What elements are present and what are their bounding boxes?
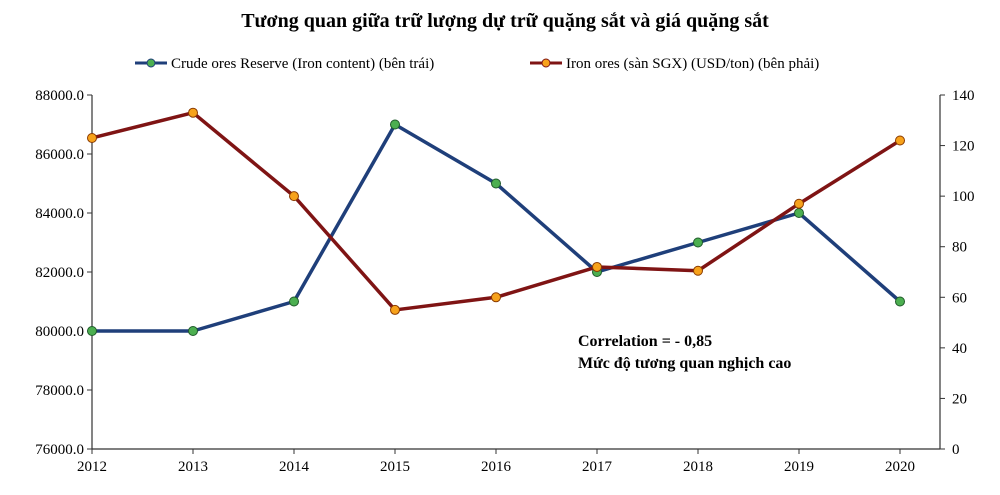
series-2-point: [289, 191, 299, 202]
legend: Crude ores Reserve (Iron content) (bên t…: [135, 56, 819, 72]
x-tick-label: 2017: [582, 459, 613, 475]
legend-marker-1: [146, 58, 156, 68]
left-tick-label: 88000.0: [35, 88, 84, 104]
series-2-point: [390, 304, 400, 315]
series-2-point: [87, 132, 97, 143]
axes: 88000.0 86000.0 84000.0 82000.0 80000.0 78000…: [35, 88, 974, 475]
annotation-description: Mức độ tương quan nghịch cao: [578, 355, 791, 372]
x-tick-label: 2019: [784, 459, 814, 475]
series-group: [87, 107, 905, 336]
series-2-point: [693, 265, 703, 276]
x-tick-label: 2012: [77, 459, 107, 475]
right-tick-label: 140: [952, 88, 975, 104]
right-tick-label: 20: [952, 391, 967, 407]
right-tick-label: 0: [952, 442, 960, 458]
x-tick-label: 2014: [279, 459, 310, 475]
legend-marker-2: [541, 58, 551, 68]
series-1-point: [87, 326, 97, 336]
series-1-point: [693, 237, 703, 248]
right-tick-label: 80: [952, 240, 967, 256]
x-tick-label: 2018: [683, 459, 713, 475]
left-tick-label: 80000.0: [35, 324, 84, 340]
series-1-point: [188, 326, 198, 336]
series-2-point: [188, 107, 198, 118]
left-tick-label: 78000.0: [35, 383, 84, 399]
left-tick-label: 84000.0: [35, 206, 84, 222]
annotation-correlation: Correlation = - 0,85: [578, 333, 712, 350]
series-2-point: [794, 198, 804, 209]
left-tick-label: 82000.0: [35, 265, 84, 281]
right-tick-label: 100: [952, 189, 975, 205]
right-tick-label: 60: [952, 290, 967, 306]
right-tick-label: 40: [952, 341, 967, 357]
right-tick-label: 120: [952, 139, 975, 155]
series-1-point: [794, 208, 804, 218]
series-1-point: [895, 296, 905, 307]
legend-label-1: Crude ores Reserve (Iron content) (bên t…: [171, 56, 434, 72]
series-line-2: [91, 110, 901, 312]
left-tick-label: 76000.0: [35, 442, 84, 458]
series-1-point: [289, 296, 299, 307]
series-2-point: [592, 261, 602, 272]
series-1-point: [390, 119, 400, 130]
series-1-point: [491, 178, 501, 189]
left-tick-label: 86000.0: [35, 147, 84, 163]
legend-label-2: Iron ores (sàn SGX) (USD/ton) (bên phải): [566, 56, 819, 72]
x-tick-label: 2013: [178, 459, 208, 475]
x-tick-label: 2020: [885, 459, 915, 475]
x-tick-label: 2015: [380, 459, 410, 475]
chart-title: Tương quan giữa trữ lượng dự trữ quặng s…: [241, 10, 769, 32]
series-2-point: [491, 292, 501, 303]
x-tick-label: 2016: [481, 459, 512, 475]
series-2-point: [895, 135, 905, 146]
